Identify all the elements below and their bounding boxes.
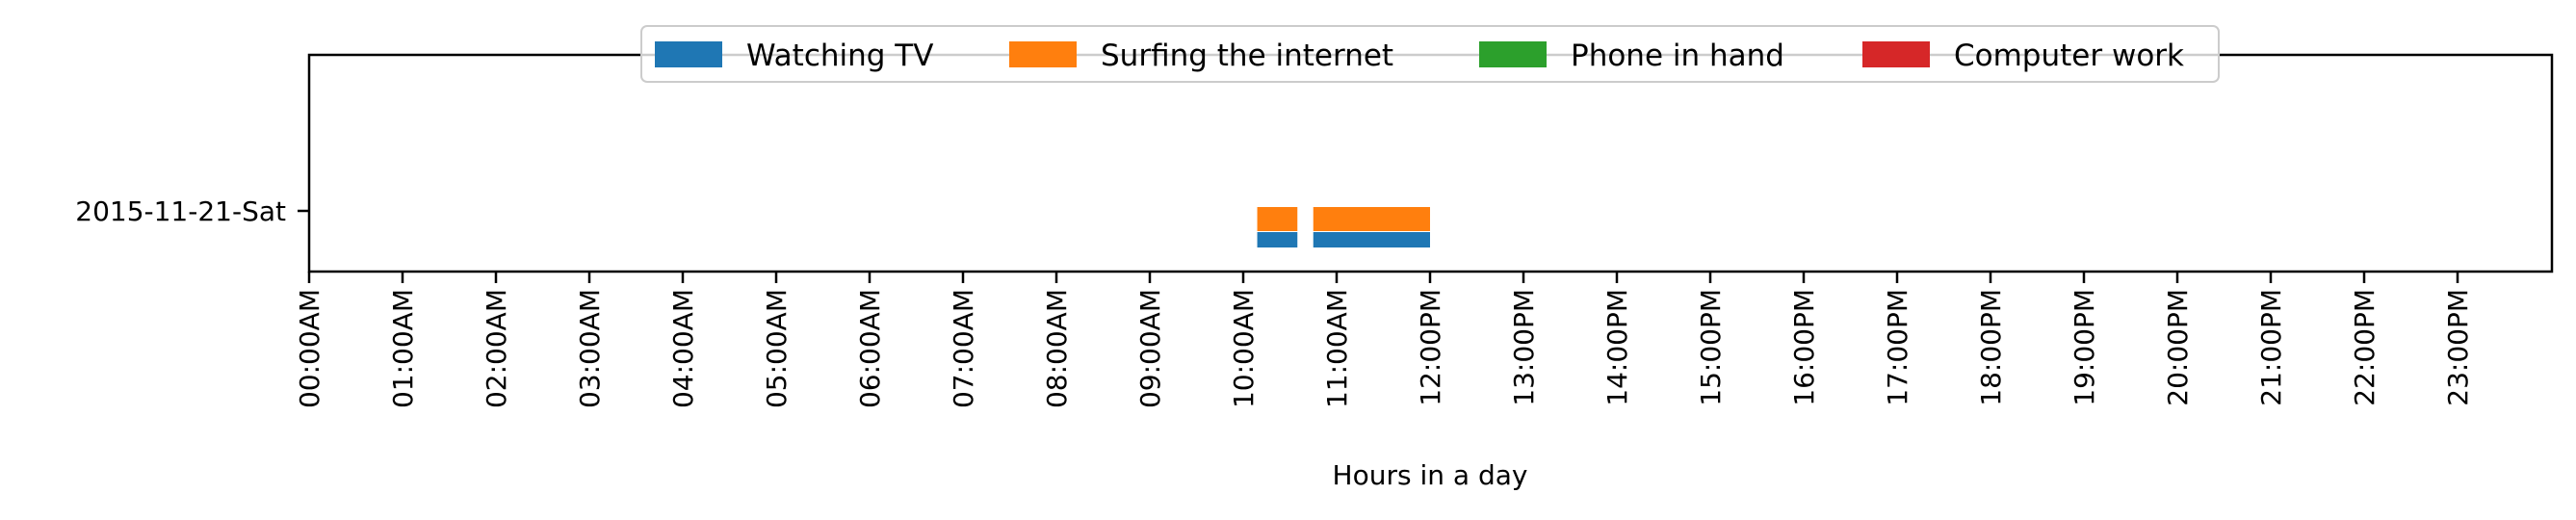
x-tick-label: 18:00PM <box>1975 289 2007 406</box>
bar-surfing-the-internet-2 <box>1313 207 1430 231</box>
x-tick-label: 17:00PM <box>1882 289 1913 406</box>
x-tick-label: 04:00AM <box>667 289 699 408</box>
x-tick-label: 19:00PM <box>2069 289 2100 406</box>
y-axis: 2015-11-21-Sat <box>75 195 309 227</box>
x-axis-label: Hours in a day <box>1333 459 1528 491</box>
x-tick-label: 07:00AM <box>948 289 979 408</box>
x-tick-label: 15:00PM <box>1695 289 1727 406</box>
x-axis: 00:00AM 01:00AM 02:00AM 03:00AM 04:00AM 05:00… <box>294 272 2474 408</box>
bar-watching-tv-2 <box>1313 232 1430 247</box>
x-tick-label: 21:00PM <box>2255 289 2287 406</box>
x-tick-label: 06:00AM <box>854 289 886 408</box>
legend-swatch-surfing-the-internet <box>1009 41 1077 67</box>
x-tick-label: 14:00PM <box>1601 289 1633 406</box>
x-tick-label: 05:00AM <box>761 289 793 408</box>
x-tick-label: 13:00PM <box>1508 289 1540 406</box>
x-tick-label: 03:00AM <box>574 289 606 408</box>
legend: Watching TV Surfing the internet Phone in … <box>640 25 2220 83</box>
legend-frame <box>640 25 2220 83</box>
x-tick-label: 20:00PM <box>2162 289 2194 406</box>
x-tick-label: 02:00AM <box>481 289 512 408</box>
x-tick-label: 00:00AM <box>294 289 325 408</box>
x-tick-label: 01:00AM <box>387 289 419 408</box>
legend-swatch-phone-in-hand <box>1479 41 1547 67</box>
bar-surfing-the-internet-1 <box>1257 207 1298 231</box>
bars-layer <box>1257 207 1430 247</box>
legend-label-watching-tv: Watching TV <box>746 39 933 73</box>
legend-label-surfing-the-internet: Surfing the internet <box>1101 39 1393 73</box>
legend-label-computer-work: Computer work <box>1954 39 2184 73</box>
x-tick-label: 23:00PM <box>2442 289 2474 406</box>
x-tick-label: 09:00AM <box>1134 289 1166 408</box>
legend-swatch-computer-work <box>1862 41 1930 67</box>
x-tick-label: 12:00PM <box>1415 289 1446 406</box>
legend-label-phone-in-hand: Phone in hand <box>1571 39 1784 73</box>
x-tick-label: 08:00AM <box>1041 289 1073 408</box>
x-tick-label: 16:00PM <box>1788 289 1820 406</box>
x-tick-label: 11:00AM <box>1321 289 1353 408</box>
legend-swatch-watching-tv <box>655 41 722 67</box>
bar-watching-tv-1 <box>1257 232 1298 247</box>
x-tick-label: 10:00AM <box>1228 289 1260 408</box>
y-tick-label: 2015-11-21-Sat <box>75 195 286 227</box>
x-tick-label: 22:00PM <box>2349 289 2381 406</box>
